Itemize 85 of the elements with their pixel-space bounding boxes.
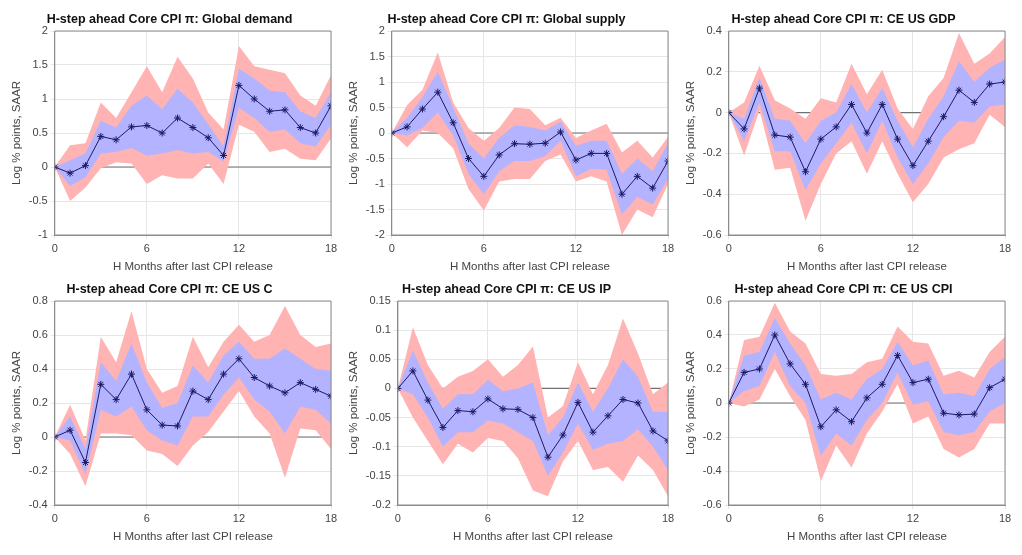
y-tick-label: -0.6: [702, 228, 722, 241]
y-tick-label: -0.6: [702, 498, 722, 511]
y-tick-label: 0.5: [32, 126, 48, 139]
y-tick-label: 0.2: [32, 396, 48, 409]
chart-title: H-step ahead Core CPI π: CE US IP: [402, 281, 611, 296]
y-tick-label: -1.5: [365, 202, 385, 215]
y-tick-label: 1: [378, 75, 385, 88]
x-axis-title: H Months after last CPI release: [786, 530, 947, 543]
x-tick-label: 0: [51, 241, 58, 254]
y-tick-label: -0.4: [702, 464, 722, 477]
y-tick-label: -1: [374, 177, 385, 190]
chart-title: H-step ahead Core CPI π: Global demand: [46, 11, 293, 26]
chart-title: H-step ahead Core CPI π: Global supply: [387, 11, 626, 26]
y-tick-label: -0.2: [28, 464, 48, 477]
x-axis-title: H Months after last CPI release: [449, 260, 610, 273]
y-axis-title: Log % points, SAAR: [10, 350, 23, 456]
x-tick-label: 12: [569, 241, 583, 254]
chart-title: H-step ahead Core CPI π: CE US CPI: [734, 281, 953, 296]
x-tick-label: 18: [324, 241, 338, 254]
y-tick-label: -0.15: [365, 468, 391, 481]
y-tick-label: 0.05: [369, 352, 391, 365]
y-tick-label: 0.6: [706, 294, 722, 307]
y-tick-label: -2: [374, 228, 385, 241]
x-tick-label: 18: [324, 511, 338, 524]
y-axis-title: Log % points, SAAR: [347, 350, 360, 456]
x-tick-label: 12: [906, 241, 920, 254]
x-tick-label: 18: [998, 511, 1012, 524]
y-tick-label: 2: [41, 24, 48, 37]
x-tick-label: 6: [480, 241, 487, 254]
y-tick-label: 0: [384, 381, 391, 394]
y-tick-label: -0.4: [702, 187, 722, 200]
y-tick-label: -0.5: [28, 194, 48, 207]
y-tick-label: -0.2: [371, 498, 391, 511]
y-tick-label: 2: [378, 24, 385, 37]
x-tick-label: 12: [232, 511, 246, 524]
y-tick-label: 0.6: [32, 328, 48, 341]
chart-title: H-step ahead Core CPI π: CE US C: [66, 281, 273, 296]
y-tick-label: -0.1: [371, 439, 391, 452]
y-tick-label: 0: [715, 396, 722, 409]
y-tick-label: 0: [715, 105, 722, 118]
x-tick-label: 18: [661, 241, 675, 254]
chart-title: H-step ahead Core CPI π: CE US GDP: [731, 11, 956, 26]
x-axis-title: H Months after last CPI release: [112, 260, 273, 273]
y-tick-label: -0.2: [702, 430, 722, 443]
y-tick-label: 0.2: [706, 362, 722, 375]
y-tick-label: -0.2: [702, 146, 722, 159]
x-tick-label: 0: [51, 511, 58, 524]
y-axis-title: Log % points, SAAR: [10, 80, 23, 186]
x-tick-label: 12: [571, 511, 585, 524]
y-tick-label: 0.8: [32, 294, 48, 307]
x-axis-title: H Months after last CPI release: [786, 260, 947, 273]
y-tick-label: 0.4: [706, 328, 722, 341]
y-tick-label: 0.5: [369, 100, 385, 113]
y-tick-label: -0.05: [365, 410, 391, 423]
x-tick-label: 18: [998, 241, 1012, 254]
y-tick-label: 0.4: [32, 362, 48, 375]
y-tick-label: -0.4: [28, 498, 48, 511]
y-tick-label: 0.15: [369, 294, 391, 307]
y-tick-label: 1.5: [32, 58, 48, 71]
y-tick-label: 0.4: [706, 24, 722, 37]
x-tick-label: 6: [484, 511, 491, 524]
x-axis-title: H Months after last CPI release: [112, 530, 273, 543]
y-tick-label: -0.5: [365, 151, 385, 164]
y-tick-label: 0: [41, 160, 48, 173]
x-tick-label: 0: [725, 511, 732, 524]
x-tick-label: 6: [817, 511, 824, 524]
x-tick-label: 12: [906, 511, 920, 524]
x-tick-label: 12: [232, 241, 246, 254]
x-axis-title: H Months after last CPI release: [453, 530, 613, 543]
y-tick-label: 0.1: [375, 323, 391, 336]
y-tick-label: 1.5: [369, 49, 385, 62]
x-tick-label: 0: [725, 241, 732, 254]
x-tick-label: 0: [394, 511, 401, 524]
y-tick-label: 0.2: [706, 64, 722, 77]
y-tick-label: -1: [37, 228, 48, 241]
y-tick-label: 1: [41, 92, 48, 105]
x-tick-label: 6: [143, 511, 150, 524]
x-tick-label: 18: [661, 511, 675, 524]
x-tick-label: 6: [143, 241, 150, 254]
y-axis-title: Log % points, SAAR: [684, 80, 697, 186]
y-axis-title: Log % points, SAAR: [347, 80, 360, 186]
y-tick-label: 0: [378, 126, 385, 139]
y-tick-label: 0: [41, 430, 48, 443]
x-tick-label: 6: [817, 241, 824, 254]
y-axis-title: Log % points, SAAR: [684, 350, 697, 456]
